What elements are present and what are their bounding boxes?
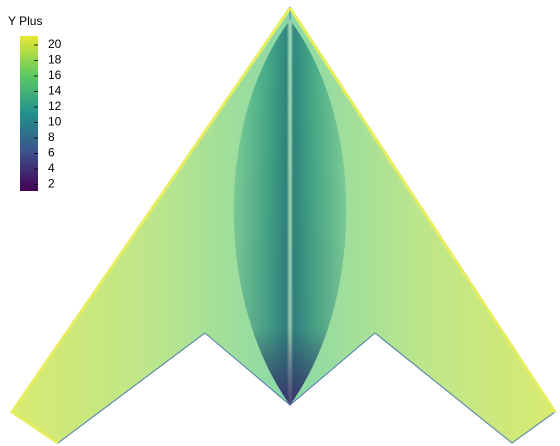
colorbar-tick-label: 14 (48, 84, 62, 98)
colorbar-tick-label: 6 (48, 146, 55, 160)
colorbar-tick-label: 2 (48, 177, 55, 191)
colorbar-tick-label: 10 (48, 115, 62, 129)
colorbar-tick-label: 4 (48, 161, 55, 175)
colorbar-tick-label: 8 (48, 130, 55, 144)
leading-edge (9, 7, 292, 445)
leading-edge (288, 7, 557, 413)
colorbar-tick-label: 18 (48, 53, 62, 67)
fuselage-shade (233, 20, 347, 405)
legend-title: Y Plus (8, 14, 42, 28)
colorbar-tick-label: 16 (48, 68, 62, 82)
colorbar-gradient (20, 36, 38, 191)
aircraft (9, 6, 557, 445)
colorbar-tick-label: 20 (48, 37, 62, 51)
colorbar-tick-label: 12 (48, 99, 62, 113)
